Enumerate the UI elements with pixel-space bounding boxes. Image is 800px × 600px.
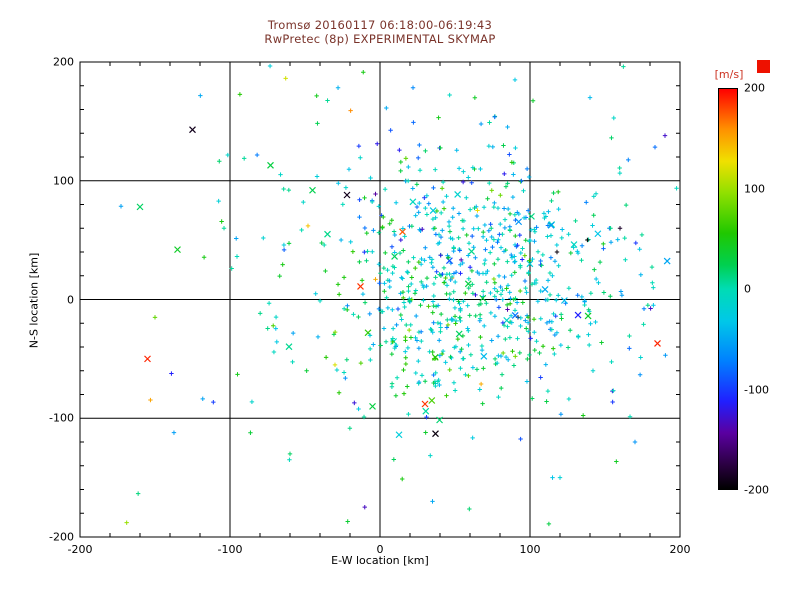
plot-title-line1: Tromsø 20160117 06:18:00-06:19:43: [267, 18, 493, 32]
red-square-marker: [757, 60, 770, 73]
plot-title: Tromsø 20160117 06:18:00-06:19:43 RwPret…: [80, 18, 680, 46]
data-points: [118, 63, 679, 527]
y-tick-label: -100: [49, 411, 74, 425]
colorbar-tick-label: 200: [744, 81, 765, 95]
colorbar-tick-label: -200: [744, 483, 769, 497]
colorbar-tick-label: 0: [744, 282, 751, 296]
colorbar-tick-label: -100: [744, 383, 769, 396]
x-tick-label: 100: [519, 543, 541, 556]
y-tick-label: 0: [67, 293, 74, 306]
x-axis-label: E-W location [km]: [331, 554, 429, 567]
y-tick-label: -200: [49, 530, 74, 544]
gridlines: [80, 62, 680, 537]
y-tick-label: 200: [53, 55, 74, 69]
x-tick-label: -200: [67, 543, 93, 556]
axis-tick-marks: [80, 62, 680, 537]
x-tick-label: -100: [217, 543, 243, 556]
colorbar-units-label: [m/s]: [714, 68, 744, 81]
colorbar-tick-label: 100: [744, 182, 765, 195]
plot-frame: [79, 61, 681, 538]
x-tick-label: 0: [376, 543, 384, 556]
x-tick-label: 200: [669, 543, 691, 556]
velocity-colorbar: [718, 88, 738, 490]
y-axis-label: N-S location [km]: [27, 252, 41, 349]
plot-title-line2: RwPretec (8p) EXPERIMENTAL SKYMAP: [264, 32, 496, 46]
y-tick-label: 100: [53, 174, 74, 188]
